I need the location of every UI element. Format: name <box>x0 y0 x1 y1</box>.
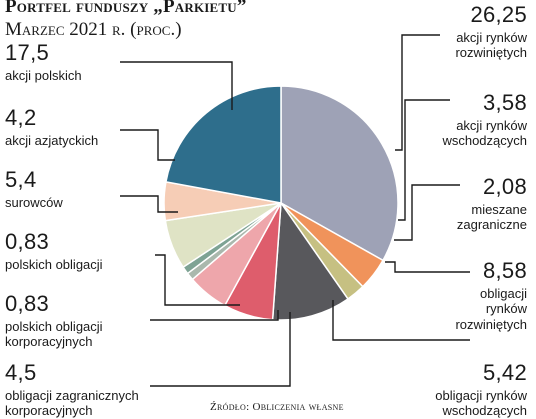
label-polskich-obligacji-korporacyjnych: 0,83 polskich obligacji korporacyjnych <box>5 291 103 350</box>
label-akcji-rynkow-wschodzacych: 3,58 akcji rynków wschodzących <box>442 90 527 149</box>
label-polskich-obligacji: 0,83 polskich obligacji <box>5 229 103 272</box>
pie-slice-10 <box>165 85 282 204</box>
leader-line-4 <box>332 300 470 341</box>
chart-subtitle: Marzec 2021 r. (proc.) <box>5 19 182 40</box>
label-mieszane-zagraniczne: 2,08 mieszane zagraniczne <box>456 174 527 233</box>
leader-line-2 <box>394 184 460 241</box>
label-obligacji-zagranicznych-korporacyjnych: 4,5 obligacji zagranicznych korporacyjny… <box>5 360 139 419</box>
leader-line-7 <box>155 254 240 306</box>
leader-line-10 <box>120 61 233 110</box>
leader-line-9 <box>120 129 175 161</box>
leader-lines <box>120 34 470 387</box>
source-note: Źródło: Obliczenia własne <box>210 401 344 413</box>
leader-line-8 <box>120 195 178 213</box>
label-obligacji-rynkow-wschodzacych: 5,42 obligacji rynków wschodzących <box>435 360 527 419</box>
label-akcji-azjatyckich: 4,2 akcji azjatyckich <box>5 105 99 148</box>
leader-line-6 <box>150 310 279 321</box>
leader-line-3 <box>385 261 470 273</box>
label-akcji-polskich: 17,5 akcji polskich <box>5 40 82 83</box>
leader-line-1 <box>398 99 450 221</box>
label-surowcow: 5,4 surowców <box>5 167 63 210</box>
pie-slice-0 <box>280 85 399 262</box>
label-obligacji-rynkow-rozwinietych: 8,58 obligacji rynków rozwiniętych <box>455 258 527 332</box>
chart-title: Portfel funduszy „Parkietu” <box>5 0 247 17</box>
pie-slices <box>163 85 399 321</box>
leader-line-5 <box>150 312 291 387</box>
label-akcji-rynkow-rozwinietych: 26,25 akcji rynków rozwiniętych <box>455 2 527 61</box>
leader-line-0 <box>395 34 440 151</box>
